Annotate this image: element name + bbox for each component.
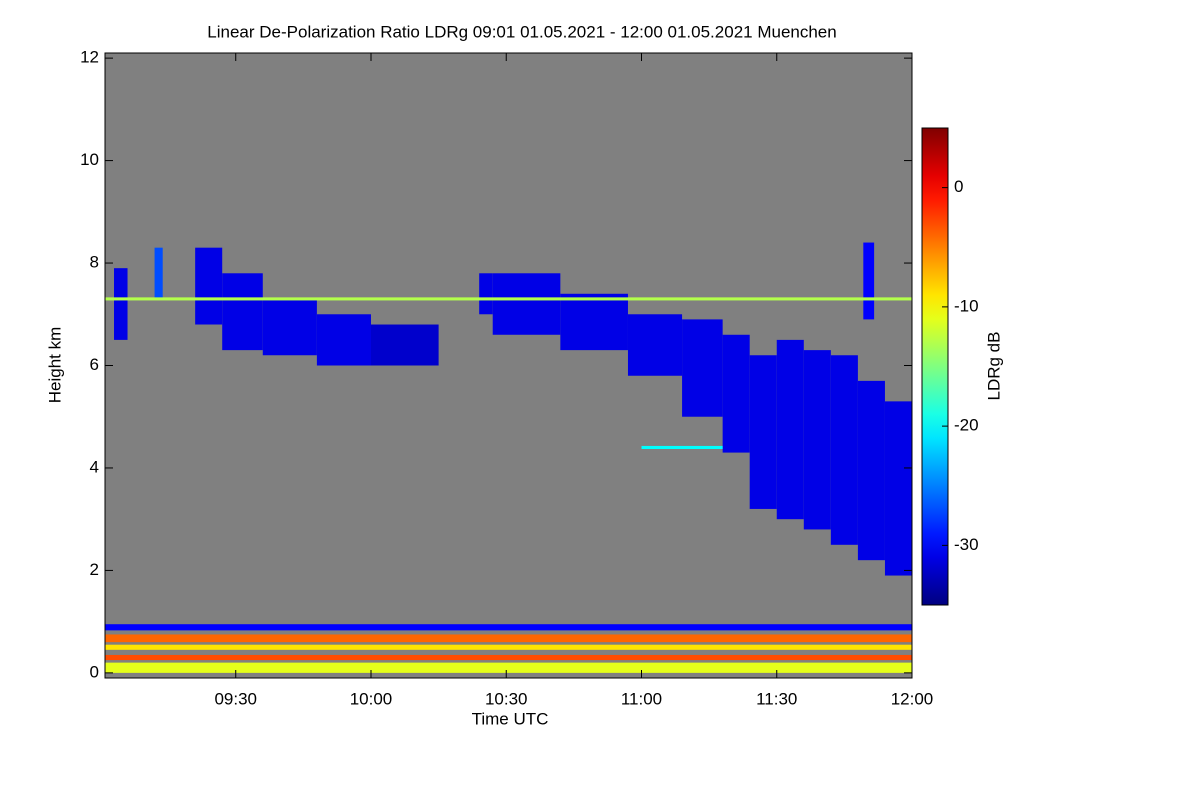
heatmap-cell <box>627 314 683 376</box>
heatmap-cell <box>195 247 223 325</box>
heatmap-cell <box>803 350 831 530</box>
heatmap-cell <box>105 624 912 631</box>
colorbar <box>921 127 949 606</box>
heatmap-cell <box>105 654 912 661</box>
heatmap-cell <box>105 634 912 643</box>
heatmap-cell <box>154 247 163 299</box>
heatmap-cell <box>863 242 875 320</box>
heatmap-cell <box>114 268 128 340</box>
y-tick-label: 4 <box>90 457 99 476</box>
x-tick-label: 09:30 <box>214 689 257 708</box>
heatmap-cell <box>262 298 317 356</box>
colorbar-tick-label: -10 <box>954 296 979 315</box>
y-tick-label: 10 <box>80 150 99 169</box>
heatmap-cell <box>884 401 912 576</box>
y-tick-label: 2 <box>90 560 99 579</box>
heatmap-cell <box>830 355 858 545</box>
heatmap-cell <box>560 293 628 351</box>
heatmap-cell <box>641 445 723 450</box>
x-tick-label: 10:00 <box>350 689 393 708</box>
colorbar-tick-label: -30 <box>954 535 979 554</box>
y-tick-label: 12 <box>80 48 99 67</box>
heatmap-cell <box>492 273 561 335</box>
colorbar-tick-label: 0 <box>954 177 963 196</box>
heatmap-cell <box>105 662 912 673</box>
heatmap-cell <box>316 314 371 366</box>
heatmap-cell <box>479 273 493 315</box>
x-tick-label: 11:30 <box>756 689 797 708</box>
heatmap-cell <box>682 319 723 417</box>
heatmap-cell <box>857 380 885 561</box>
x-axis-label: Time UTC <box>472 709 549 728</box>
y-axis-label: Height km <box>45 327 64 404</box>
colorbar-label: LDRg dB <box>984 332 1003 401</box>
heatmap-cell <box>722 334 750 453</box>
heatmap-cell <box>222 273 263 351</box>
x-tick-label: 10:30 <box>485 689 528 708</box>
y-tick-label: 8 <box>90 253 99 272</box>
x-tick-label: 11:00 <box>621 689 662 708</box>
y-tick-label: 6 <box>90 355 99 374</box>
chart-title: Linear De-Polarization Ratio LDRg 09:01 … <box>207 22 836 41</box>
heatmap-cell <box>776 339 804 520</box>
colorbar-tick-label: -20 <box>954 416 979 435</box>
y-tick-label: 0 <box>90 662 99 681</box>
x-tick-label: 12:00 <box>891 689 934 708</box>
heatmap-cell <box>105 297 912 301</box>
heatmap-cell <box>749 355 777 509</box>
heatmap-cell <box>370 324 439 366</box>
heatmap-cell <box>105 644 912 650</box>
